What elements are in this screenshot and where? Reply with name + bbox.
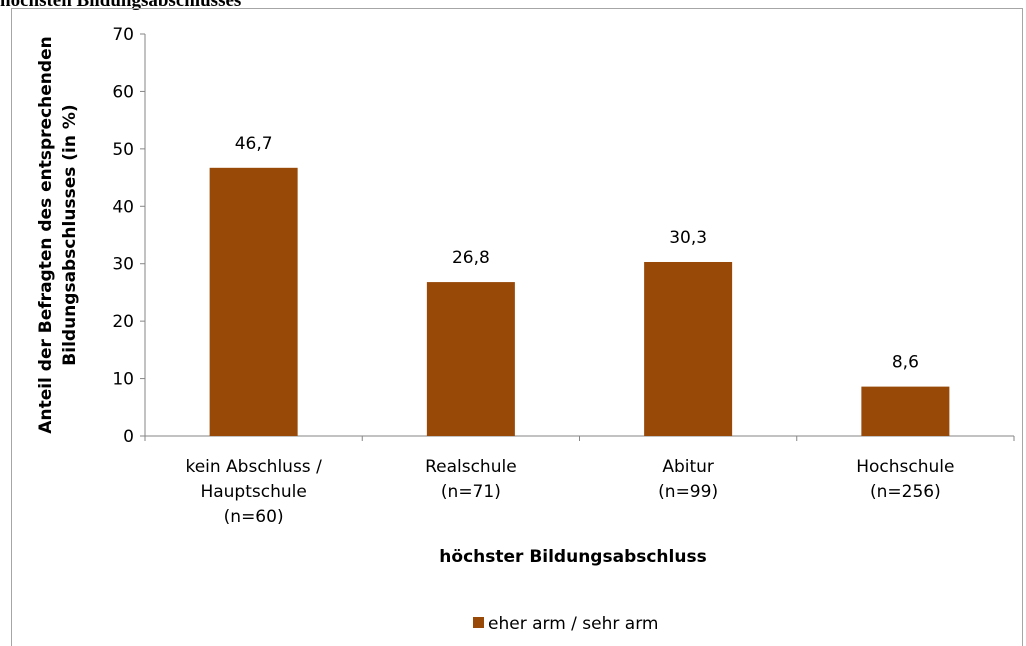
y-tick-label: 10	[112, 370, 134, 390]
y-tick-label: 50	[112, 140, 134, 160]
bar	[644, 261, 733, 436]
data-label: 8,6	[892, 353, 919, 373]
y-tick-label: 0	[123, 427, 134, 447]
x-tick-label: (n=256)	[870, 482, 941, 502]
legend-swatch	[473, 617, 484, 628]
bar	[209, 167, 298, 436]
x-axis	[144, 435, 1015, 441]
y-axis-title-line: Anteil der Befragten des entsprechenden	[36, 36, 56, 433]
x-tick-label: Hauptschule	[200, 482, 306, 502]
y-axis: 0 10 20 30 40 50 60 70	[112, 25, 146, 447]
x-tick-label: Abitur	[662, 457, 714, 477]
y-tick-label: 40	[112, 197, 134, 217]
bar	[426, 282, 515, 436]
x-tick-label: (n=71)	[441, 482, 501, 502]
y-tick-label: 70	[112, 25, 134, 45]
y-axis-title-line: Bildungsabschlusses (in %)	[60, 104, 80, 365]
y-tick-label: 60	[112, 82, 134, 102]
legend: eher arm / sehr arm	[473, 614, 658, 634]
data-label: 46,7	[235, 134, 273, 154]
data-labels: 46,7 26,8 30,3 8,6	[235, 134, 919, 373]
x-tick-label: Hochschule	[856, 457, 954, 477]
x-tick-label: Realschule	[425, 457, 517, 477]
x-tick-labels: kein Abschluss / Hauptschule (n=60) Realsch…	[185, 457, 954, 527]
x-tick-label: (n=60)	[224, 507, 284, 527]
y-tick-label: 20	[112, 312, 134, 332]
chart-title-cut-off: höchsten Bildungsabschlusses	[0, 0, 242, 11]
legend-label: eher arm / sehr arm	[488, 614, 658, 634]
x-tick-label: (n=99)	[658, 482, 718, 502]
x-tick-label: kein Abschluss /	[185, 457, 322, 477]
data-label: 26,8	[452, 248, 490, 268]
chart-frame	[11, 8, 1023, 646]
data-label: 30,3	[669, 228, 707, 248]
y-axis-title: Anteil der Befragten des entsprechenden B…	[36, 36, 80, 433]
bar	[861, 386, 950, 436]
x-axis-title: höchster Bildungsabschluss	[439, 547, 706, 567]
y-tick-label: 30	[112, 255, 134, 275]
bars	[209, 167, 950, 436]
